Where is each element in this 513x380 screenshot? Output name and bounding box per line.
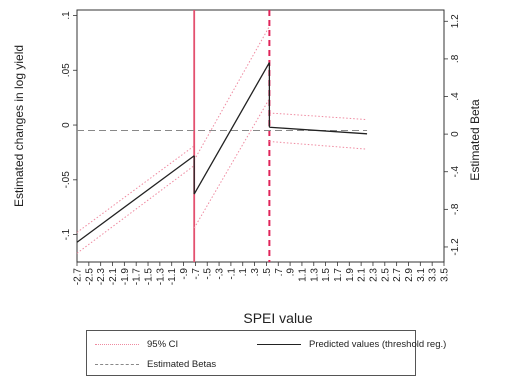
x-axis-title: SPEI value bbox=[243, 310, 312, 326]
x-tick-label: -.3 bbox=[215, 268, 226, 280]
chart: -2.7 -2.5 -2.3 -2.1 -1.9 -1.7 -1.5 -1.3 -1.1 -.9-… bbox=[12, 9, 482, 326]
legend-item-ci: 95% CI bbox=[95, 336, 178, 352]
x-tick-label: .3 bbox=[250, 268, 261, 277]
x-tick-label: 2.1 bbox=[357, 268, 368, 282]
x-tick-label: 3.1 bbox=[416, 268, 427, 282]
x-tick-label: .5 bbox=[262, 268, 273, 277]
x-tick-label: -.1 bbox=[226, 268, 237, 280]
x-tick-label: -1.1 bbox=[167, 268, 178, 286]
x-tick-label: 3.5 bbox=[440, 268, 451, 282]
x-tick-label: -.7 bbox=[191, 268, 202, 280]
legend-label-betas: Estimated Betas bbox=[147, 358, 217, 370]
y-left-tick-label: .05 bbox=[61, 63, 72, 77]
x-tick-label: -1.9 bbox=[120, 268, 131, 286]
x-tick-label: -2.7 bbox=[73, 268, 84, 286]
x-tick-label: -.9 bbox=[179, 268, 190, 280]
x-tick-label: .9 bbox=[286, 268, 297, 277]
predicted-line-segment-3 bbox=[269, 126, 368, 135]
y-left-tick-label: 0 bbox=[61, 122, 72, 128]
y-right-tick-label: -1.2 bbox=[450, 238, 461, 256]
y-right-tick-label: 0 bbox=[450, 131, 461, 137]
legend-label-ci: 95% CI bbox=[147, 338, 179, 350]
y-right-tick-label: -.8 bbox=[450, 203, 461, 215]
legend-swatch-predicted bbox=[257, 343, 301, 345]
legend-swatch-ci bbox=[95, 343, 139, 345]
ci-line-segment-1 bbox=[76, 145, 195, 233]
ci-line-segment-6 bbox=[269, 140, 368, 150]
legend: 95% CI Predicted values (threshold reg.)… bbox=[86, 330, 446, 376]
x-tick-label: -2.1 bbox=[108, 268, 119, 286]
x-tick-label: 1.9 bbox=[345, 268, 356, 282]
predicted-line-segment-1 bbox=[76, 155, 195, 243]
x-tick-label: 2.7 bbox=[392, 268, 403, 282]
x-tick-label: 3.3 bbox=[428, 268, 439, 282]
legend-item-predicted: Predicted values (threshold reg.) bbox=[257, 336, 446, 352]
ci-line-segment-3 bbox=[193, 26, 270, 161]
x-tick-label: -2.3 bbox=[96, 268, 107, 286]
x-tick-label: -.5 bbox=[203, 268, 214, 280]
x-tick-label: 2.3 bbox=[368, 268, 379, 282]
x-tick-label: -2.5 bbox=[84, 268, 95, 286]
ci-line-segment-5 bbox=[269, 112, 368, 121]
y-left-tick-label: -.05 bbox=[61, 171, 72, 189]
y-right-tick-label: .8 bbox=[450, 54, 461, 63]
y-right-tick-label: 1.2 bbox=[450, 14, 461, 28]
x-tick-label: -1.5 bbox=[144, 268, 155, 286]
y-left-tick-label: -.1 bbox=[61, 228, 72, 240]
x-tick-label: 1.3 bbox=[309, 268, 320, 282]
predicted-line-segment-2 bbox=[193, 62, 270, 195]
y-right-tick-label: -.4 bbox=[450, 165, 461, 177]
y-left-tick-label: .1 bbox=[61, 11, 72, 20]
y-axis-right-title: Estimated Beta bbox=[468, 99, 482, 181]
x-tick-label: -1.3 bbox=[155, 268, 166, 286]
x-tick-label: -1.7 bbox=[132, 268, 143, 286]
legend-swatch-betas bbox=[95, 363, 139, 365]
legend-label-predicted: Predicted values (threshold reg.) bbox=[309, 338, 447, 350]
plot-area bbox=[76, 9, 445, 263]
ci-line-segment-2 bbox=[76, 165, 195, 254]
x-tick-label: 2.5 bbox=[380, 268, 391, 282]
y-axis-left-title: Estimated changes in log yield bbox=[12, 45, 26, 207]
y-right-tick-label: .4 bbox=[450, 92, 461, 101]
x-tick-label: 2.9 bbox=[404, 268, 415, 282]
x-tick-label: 1.1 bbox=[297, 268, 308, 282]
x-tick-label: 1.5 bbox=[321, 268, 332, 282]
ci-line-segment-4 bbox=[193, 98, 270, 229]
x-tick-label: .7 bbox=[274, 268, 285, 277]
x-tick-label: .1 bbox=[238, 268, 249, 277]
legend-item-betas: Estimated Betas bbox=[95, 356, 216, 372]
x-tick-label: 1.7 bbox=[333, 268, 344, 282]
